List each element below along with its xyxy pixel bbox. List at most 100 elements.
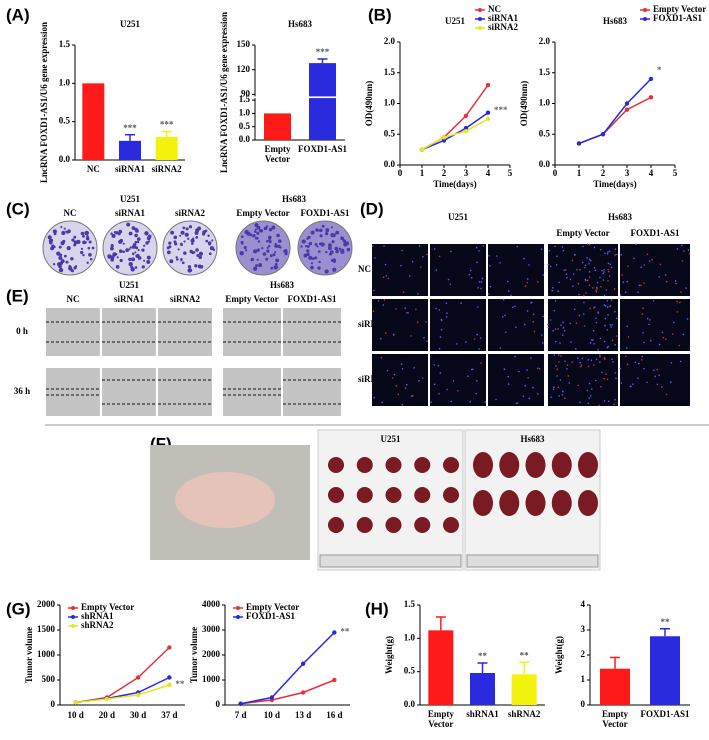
cell xyxy=(633,257,635,260)
colony xyxy=(274,262,278,266)
colony xyxy=(306,249,310,253)
significance: ** xyxy=(520,650,530,660)
x-tick-label: 4 xyxy=(649,168,654,178)
error-bar xyxy=(660,628,670,637)
colony xyxy=(176,258,179,261)
colony xyxy=(80,250,84,255)
cell xyxy=(554,328,557,330)
x-tick-label: shRNA1 xyxy=(466,709,499,719)
cell xyxy=(576,268,578,271)
cell xyxy=(640,359,643,361)
cell xyxy=(597,311,600,313)
cell xyxy=(469,400,472,403)
cell xyxy=(561,246,564,248)
ruler xyxy=(466,554,599,568)
cell xyxy=(588,271,591,273)
wound-image xyxy=(223,308,281,356)
y-tick-label: 0.0 xyxy=(239,134,251,144)
cell xyxy=(566,368,568,370)
colony xyxy=(187,265,192,269)
colony xyxy=(190,238,195,243)
colony-dish xyxy=(297,220,353,276)
cell xyxy=(505,331,507,333)
cell xyxy=(587,358,590,361)
cell xyxy=(408,275,411,277)
point xyxy=(73,700,78,705)
cell xyxy=(627,265,629,267)
y-axis-label: Weight(g) xyxy=(554,636,564,674)
group-title: Hs683 xyxy=(282,194,307,204)
cell xyxy=(600,285,602,288)
cell xyxy=(615,335,618,337)
fluorescence-image xyxy=(372,299,428,351)
cell xyxy=(526,278,529,280)
tumor xyxy=(385,517,402,533)
y-tick-label: 3000 xyxy=(202,624,221,634)
cell xyxy=(610,266,613,269)
cell xyxy=(607,268,610,271)
x-tick-label: 3 xyxy=(464,168,469,178)
y-tick-label: 0 xyxy=(581,699,586,709)
cell xyxy=(665,280,668,283)
cell xyxy=(570,341,572,343)
cell xyxy=(526,310,529,312)
cell xyxy=(608,275,611,277)
cell xyxy=(625,347,628,349)
colony xyxy=(84,241,87,244)
colony xyxy=(315,228,319,232)
cell xyxy=(643,264,645,266)
y-tick-label: 1 xyxy=(581,674,586,684)
cell xyxy=(646,317,649,320)
cell xyxy=(549,265,552,268)
colony xyxy=(307,235,311,240)
cell xyxy=(582,245,584,248)
cell xyxy=(530,357,532,359)
colony xyxy=(266,246,269,249)
cell xyxy=(606,299,609,302)
x-tick-label: 16 d xyxy=(326,710,342,720)
cell xyxy=(516,245,519,248)
cell xyxy=(476,380,478,382)
colony xyxy=(255,264,259,268)
colony xyxy=(146,255,151,260)
mouse xyxy=(175,472,275,528)
chart-title: Hs683 xyxy=(603,16,628,26)
cell xyxy=(393,373,396,376)
cell xyxy=(603,340,606,343)
cell xyxy=(384,263,387,266)
x-tick-label: 7 d xyxy=(235,710,247,720)
cell xyxy=(518,370,520,373)
bar xyxy=(650,636,680,705)
significance: *** xyxy=(160,120,174,130)
cell xyxy=(589,259,592,262)
cell xyxy=(630,385,632,388)
line xyxy=(75,646,170,704)
y-tick-label: 0 xyxy=(51,699,56,709)
cell xyxy=(564,397,566,399)
group-title: Hs683 xyxy=(270,280,295,290)
cell xyxy=(620,254,623,256)
x-tick-label: 4 xyxy=(486,168,491,178)
cell xyxy=(568,382,571,384)
cell xyxy=(418,379,420,382)
colony xyxy=(250,257,255,262)
cell xyxy=(541,342,544,344)
cell xyxy=(433,383,436,386)
colony xyxy=(211,239,214,242)
tumor xyxy=(414,457,431,473)
cell xyxy=(515,326,517,329)
colony xyxy=(268,227,273,232)
cell xyxy=(371,245,374,247)
colony xyxy=(314,243,318,247)
x-tick-label: NC xyxy=(87,164,100,174)
cell xyxy=(596,288,598,290)
cell xyxy=(556,368,559,371)
cell xyxy=(510,294,512,297)
chart-title: U251 xyxy=(445,16,465,26)
tumor xyxy=(499,452,520,478)
colony xyxy=(308,255,313,260)
y-tick-label: 4000 xyxy=(202,599,221,609)
colony xyxy=(272,253,276,257)
point xyxy=(300,690,306,695)
bar xyxy=(309,63,336,140)
